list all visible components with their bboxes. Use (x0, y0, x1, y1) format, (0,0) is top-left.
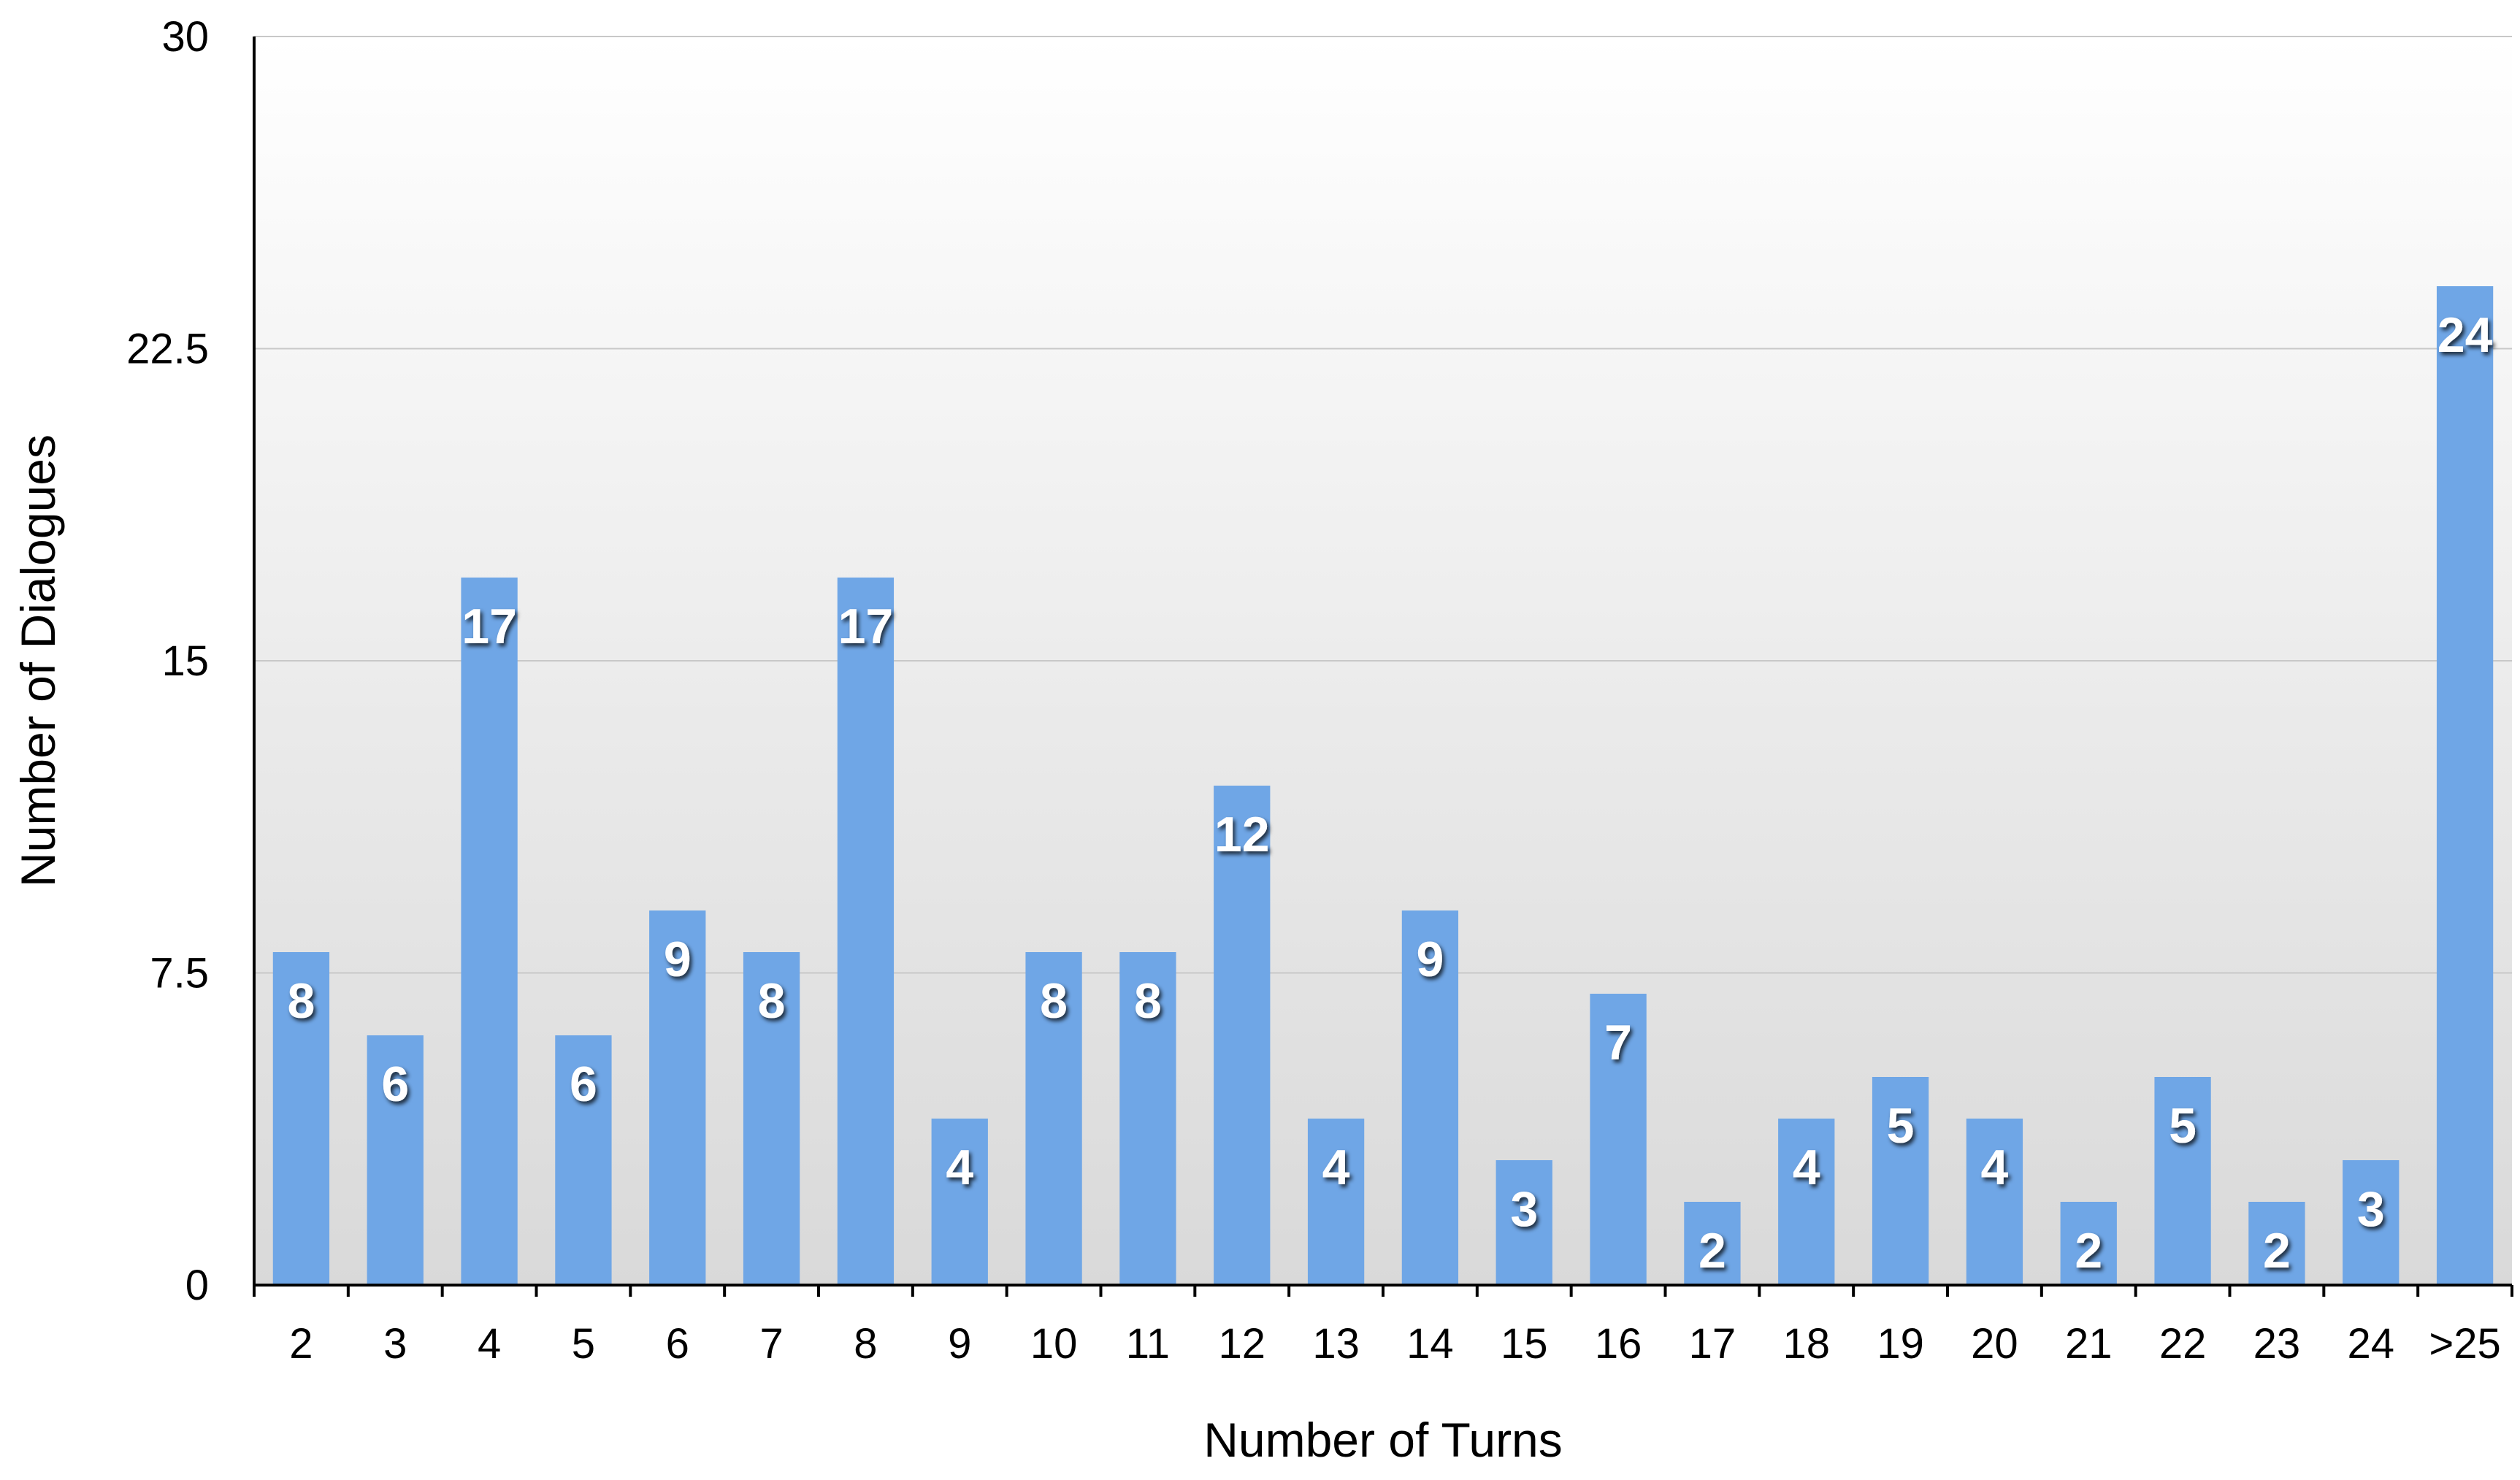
bar (837, 578, 895, 1285)
bar-data-label: 8 (1134, 973, 1162, 1029)
x-tick-label: 17 (1689, 1320, 1736, 1368)
x-tick-label: 13 (1312, 1320, 1360, 1368)
bar-data-label: 6 (381, 1057, 409, 1112)
bar-data-label: 17 (838, 599, 894, 654)
y-tick-label: 0 (185, 1262, 209, 1309)
bar-data-label: 4 (1322, 1140, 1350, 1195)
bar-data-label: 2 (1698, 1223, 1726, 1278)
y-tick-labels: 0 7.5 15 22.5 30 (126, 13, 209, 1309)
bar (649, 910, 706, 1285)
x-tick-label: 11 (1126, 1320, 1170, 1368)
x-tick-label: 14 (1406, 1320, 1454, 1368)
bar (743, 952, 800, 1285)
bar (1684, 1202, 1741, 1285)
bar-data-label: 9 (664, 932, 692, 987)
bar-data-label: 8 (758, 973, 786, 1029)
x-tick-label: 22 (2159, 1320, 2207, 1368)
bar (2154, 1077, 2211, 1285)
bar-data-label: 8 (1040, 973, 1068, 1029)
bar (367, 1035, 424, 1285)
x-tick-label: 4 (478, 1320, 501, 1368)
gridlines (254, 36, 2512, 974)
bar-data-label: 5 (2169, 1098, 2197, 1154)
bar (1495, 1160, 1552, 1285)
x-tick-label: >25 (2429, 1320, 2500, 1368)
bar (272, 952, 330, 1285)
bar (1119, 952, 1176, 1285)
bar (2060, 1202, 2117, 1285)
x-tick-label: 2 (289, 1320, 313, 1368)
bar-data-label: 2 (2075, 1223, 2102, 1278)
bar (1872, 1077, 1929, 1285)
x-tick-label: 16 (1595, 1320, 1642, 1368)
x-tick-label: 15 (1501, 1320, 1548, 1368)
axes (253, 37, 2513, 1297)
bar-data-label: 17 (462, 599, 517, 654)
y-axis-title: Number of Dialogues (11, 434, 65, 887)
bar (461, 578, 518, 1285)
bar-data-label: 4 (946, 1140, 973, 1195)
x-tick-label: 21 (2065, 1320, 2113, 1368)
x-tick-label: 19 (1877, 1320, 1924, 1368)
x-tick-label: 24 (2347, 1320, 2394, 1368)
x-tick-label: 10 (1030, 1320, 1078, 1368)
x-tick-label: 20 (1971, 1320, 2018, 1368)
bar-data-label: 5 (1887, 1098, 1915, 1154)
bar-data-label: 9 (1417, 932, 1444, 987)
bar-data-label: 2 (2263, 1223, 2291, 1278)
x-tick-label: 7 (759, 1320, 783, 1368)
bar-data-label: 7 (1604, 1015, 1632, 1070)
bar (1307, 1119, 1365, 1285)
bar-data-label: 8 (288, 973, 315, 1029)
x-tick-labels: 2 3 4 5 6 7 8 9 10 11 12 13 14 15 16 17 18 19 20 21 22 23 24 >2… (289, 1320, 2500, 1368)
bar (1401, 910, 1459, 1285)
bar-data-label: 4 (1981, 1140, 2009, 1195)
bar (2248, 1202, 2305, 1285)
y-tick-label: 15 (161, 637, 209, 685)
x-tick-label: 18 (1782, 1320, 1830, 1368)
bar (1966, 1119, 2023, 1285)
y-tick-label: 22.5 (126, 326, 209, 373)
x-axis-title: Number of Turns (1203, 1413, 1563, 1467)
x-tick-label: 5 (572, 1320, 595, 1368)
bar (1025, 952, 1082, 1285)
bar (1778, 1119, 1835, 1285)
x-tick-label: 6 (666, 1320, 689, 1368)
x-tick-label: 12 (1218, 1320, 1265, 1368)
bar (931, 1119, 988, 1285)
bar (2343, 1160, 2400, 1285)
x-tick-label: 8 (854, 1320, 877, 1368)
bar (555, 1035, 612, 1285)
x-tick-label: 9 (948, 1320, 971, 1368)
y-tick-label: 7.5 (150, 950, 209, 997)
bar (2436, 286, 2494, 1285)
bar-data-label: 3 (2357, 1181, 2385, 1237)
x-tick-label: 23 (2253, 1320, 2301, 1368)
bar-data-label: 24 (2437, 307, 2493, 363)
x-tick-label: 3 (383, 1320, 407, 1368)
bar (1214, 786, 1271, 1285)
bars (272, 286, 2494, 1285)
bar-data-label: 6 (570, 1057, 597, 1112)
bar-data-label: 4 (1793, 1140, 1820, 1195)
bar-data-label: 12 (1214, 807, 1270, 862)
bar (1590, 994, 1647, 1285)
bar-data-label: 3 (1510, 1181, 1538, 1237)
y-tick-label: 30 (161, 13, 209, 61)
